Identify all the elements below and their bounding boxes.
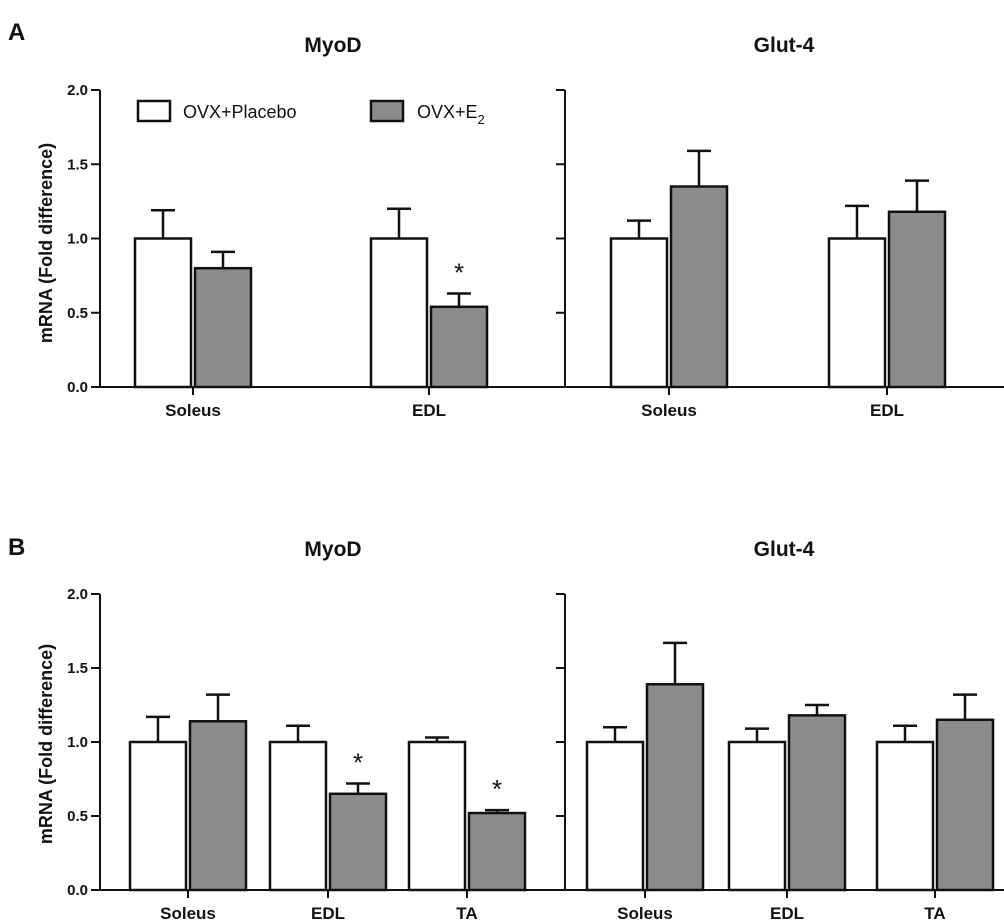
bar-placebo <box>133 237 193 389</box>
bar-placebo <box>128 740 188 892</box>
charts-layer: MyoD 0.0 0.5 1.0 1.5 2.0 Soleus EDL * Glut-4 Soleu… <box>67 34 1004 923</box>
bar-e2 <box>935 718 995 892</box>
bar-e2 <box>669 185 729 389</box>
bar-e2 <box>467 811 527 892</box>
x-tick-label: Soleus <box>165 401 221 420</box>
significance-marker: * <box>492 774 502 804</box>
bar-e2 <box>645 683 705 892</box>
bar-placebo <box>268 740 328 892</box>
y-tick-label: 1.5 <box>67 660 88 677</box>
bar-e2 <box>429 305 489 389</box>
panel-letter-a: A <box>8 19 25 46</box>
chart-title: MyoD <box>304 34 361 57</box>
bar-placebo <box>609 237 669 389</box>
y-tick-label: 1.0 <box>67 734 88 751</box>
bar-e2 <box>887 210 947 389</box>
bar-e2 <box>787 714 847 892</box>
x-tick-label: EDL <box>770 904 804 923</box>
y-tick-label: 2.0 <box>67 586 88 603</box>
significance-marker: * <box>454 257 464 287</box>
y-tick-label: 0.0 <box>67 379 88 396</box>
y-tick-label: 1.0 <box>67 231 88 248</box>
legend-label: OVX+Placebo <box>183 102 297 122</box>
bar-placebo <box>407 740 467 892</box>
bar-placebo <box>727 740 787 892</box>
bar-placebo <box>827 237 887 389</box>
y-tick-label: 1.5 <box>67 156 88 173</box>
y-tick-label: 0.5 <box>67 808 88 825</box>
bar-placebo <box>585 740 645 892</box>
chart-title: MyoD <box>304 538 361 561</box>
y-axis-label-a: mRNA (Fold difference) <box>36 143 56 343</box>
bar-placebo <box>369 237 429 389</box>
y-tick-label: 0.5 <box>67 305 88 322</box>
chart-b-glut-4: Glut-4 Soleus EDL TA <box>556 538 1004 923</box>
y-tick-label: 0.0 <box>67 882 88 899</box>
chart-title: Glut-4 <box>754 538 815 561</box>
bar-e2 <box>188 720 248 892</box>
legend-swatch <box>136 99 172 123</box>
x-tick-label: Soleus <box>160 904 216 923</box>
panel-letter-b: B <box>8 534 25 561</box>
bar-e2 <box>193 266 253 389</box>
x-tick-label: TA <box>456 904 477 923</box>
x-tick-label: EDL <box>412 401 446 420</box>
legend: OVX+Placebo OVX+E2 <box>136 99 485 127</box>
x-tick-label: EDL <box>311 904 345 923</box>
legend-swatch <box>369 99 405 123</box>
significance-marker: * <box>353 747 363 777</box>
y-tick-label: 2.0 <box>67 82 88 99</box>
chart-a-myod: MyoD 0.0 0.5 1.0 1.5 2.0 Soleus EDL * <box>67 34 565 420</box>
bar-e2 <box>328 792 388 892</box>
chart-a-glut-4: Glut-4 Soleus EDL <box>556 34 1004 420</box>
chart-b-myod: MyoD 0.0 0.5 1.0 1.5 2.0 Soleus EDL * TA * <box>67 538 565 923</box>
x-tick-label: Soleus <box>617 904 673 923</box>
chart-title: Glut-4 <box>754 34 815 57</box>
y-axis-label-b: mRNA (Fold difference) <box>36 644 56 844</box>
legend-subscript: 2 <box>478 112 485 127</box>
x-tick-label: TA <box>924 904 945 923</box>
x-tick-label: EDL <box>870 401 904 420</box>
bar-placebo <box>875 740 935 892</box>
legend-label: OVX+E2 <box>417 102 485 127</box>
x-tick-label: Soleus <box>641 401 697 420</box>
